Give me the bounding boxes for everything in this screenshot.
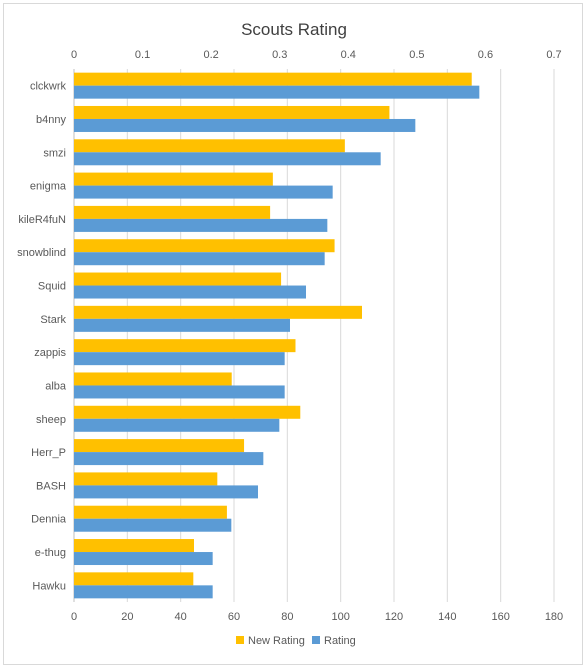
bar-rating: [74, 85, 480, 99]
category-label: alba: [45, 380, 67, 392]
bar-rating: [74, 385, 285, 399]
category-label: Herr_P: [31, 447, 66, 459]
top-axis-tick-label: 0.3: [272, 49, 287, 61]
bar-new-rating: [74, 572, 194, 586]
bottom-axis-tick-label: 40: [175, 611, 187, 623]
bar-new-rating: [74, 339, 296, 353]
bar-rating: [74, 218, 328, 232]
scouts-rating-chart: Scouts Rating 0 0.1 0.2 0.3 0.4 0.5 0.6 0.7 0 20 4…: [17, 20, 563, 647]
bottom-axis-tick-label: 60: [228, 611, 240, 623]
bar-rating: [74, 552, 213, 566]
bottom-axis-tick-label: 0: [71, 611, 77, 623]
bars: [74, 72, 480, 599]
bottom-axis-tick-label: 180: [545, 611, 563, 623]
category-label: e-thug: [35, 547, 66, 559]
bar-new-rating: [74, 372, 232, 386]
bar-new-rating: [74, 205, 271, 219]
bar-rating: [74, 352, 285, 366]
bar-new-rating: [74, 105, 390, 119]
legend: New Rating Rating: [236, 635, 356, 647]
chart-title: Scouts Rating: [241, 20, 347, 39]
category-label: b4nny: [36, 114, 66, 126]
bar-rating: [74, 518, 232, 532]
bar-new-rating: [74, 239, 335, 253]
bar-new-rating: [74, 505, 227, 519]
bar-new-rating: [74, 539, 194, 553]
legend-label: New Rating: [248, 635, 305, 647]
legend-label: Rating: [324, 635, 356, 647]
bar-new-rating: [74, 472, 218, 486]
bar-rating: [74, 285, 306, 299]
category-label: snowblind: [17, 247, 66, 259]
top-axis-tick-label: 0: [71, 49, 77, 61]
bottom-axis-tick-label: 100: [331, 611, 349, 623]
category-label: Hawku: [32, 580, 66, 592]
bar-rating: [74, 118, 416, 132]
top-axis-tick-label: 0.2: [203, 49, 218, 61]
bottom-axis-tick-label: 160: [491, 611, 509, 623]
top-axis-tick-label: 0.6: [478, 49, 493, 61]
axis-labels: 0 0.1 0.2 0.3 0.4 0.5 0.6 0.7 0 20 40 60 80 100 120 140…: [17, 49, 563, 623]
bar-new-rating: [74, 439, 245, 453]
category-label: Dennia: [31, 514, 67, 526]
top-axis-tick-label: 0.1: [135, 49, 150, 61]
category-label: clckwrk: [30, 81, 67, 93]
bar-rating: [74, 152, 381, 166]
bar-rating: [74, 452, 264, 466]
bar-new-rating: [74, 172, 273, 186]
category-label: BASH: [36, 480, 66, 492]
category-label: Squid: [38, 281, 66, 293]
category-label: zappis: [34, 347, 66, 359]
bar-rating: [74, 485, 258, 499]
bottom-axis-tick-label: 120: [385, 611, 403, 623]
bar-rating: [74, 252, 325, 266]
category-label: kileR4fuN: [18, 214, 66, 226]
bar-new-rating: [74, 405, 301, 419]
bar-new-rating: [74, 139, 345, 153]
legend-swatch: [312, 636, 320, 644]
bar-new-rating: [74, 305, 362, 319]
chart-frame: Scouts Rating 0 0.1 0.2 0.3 0.4 0.5 0.6 0.7 0 20 4…: [3, 3, 583, 665]
bottom-axis-tick-label: 140: [438, 611, 456, 623]
category-label: sheep: [36, 414, 66, 426]
bar-rating: [74, 185, 333, 199]
top-axis-tick-label: 0.7: [546, 49, 561, 61]
bar-new-rating: [74, 272, 282, 286]
bar-new-rating: [74, 72, 472, 86]
bar-rating: [74, 318, 290, 332]
bottom-axis-tick-label: 20: [121, 611, 133, 623]
top-axis-tick-label: 0.5: [409, 49, 424, 61]
bottom-axis-tick-label: 80: [281, 611, 293, 623]
bar-rating: [74, 585, 213, 599]
category-label: Stark: [40, 314, 66, 326]
category-label: smzi: [43, 147, 66, 159]
top-axis-tick-label: 0.4: [341, 49, 356, 61]
bar-rating: [74, 418, 280, 432]
legend-swatch: [236, 636, 244, 644]
category-label: enigma: [30, 181, 67, 193]
